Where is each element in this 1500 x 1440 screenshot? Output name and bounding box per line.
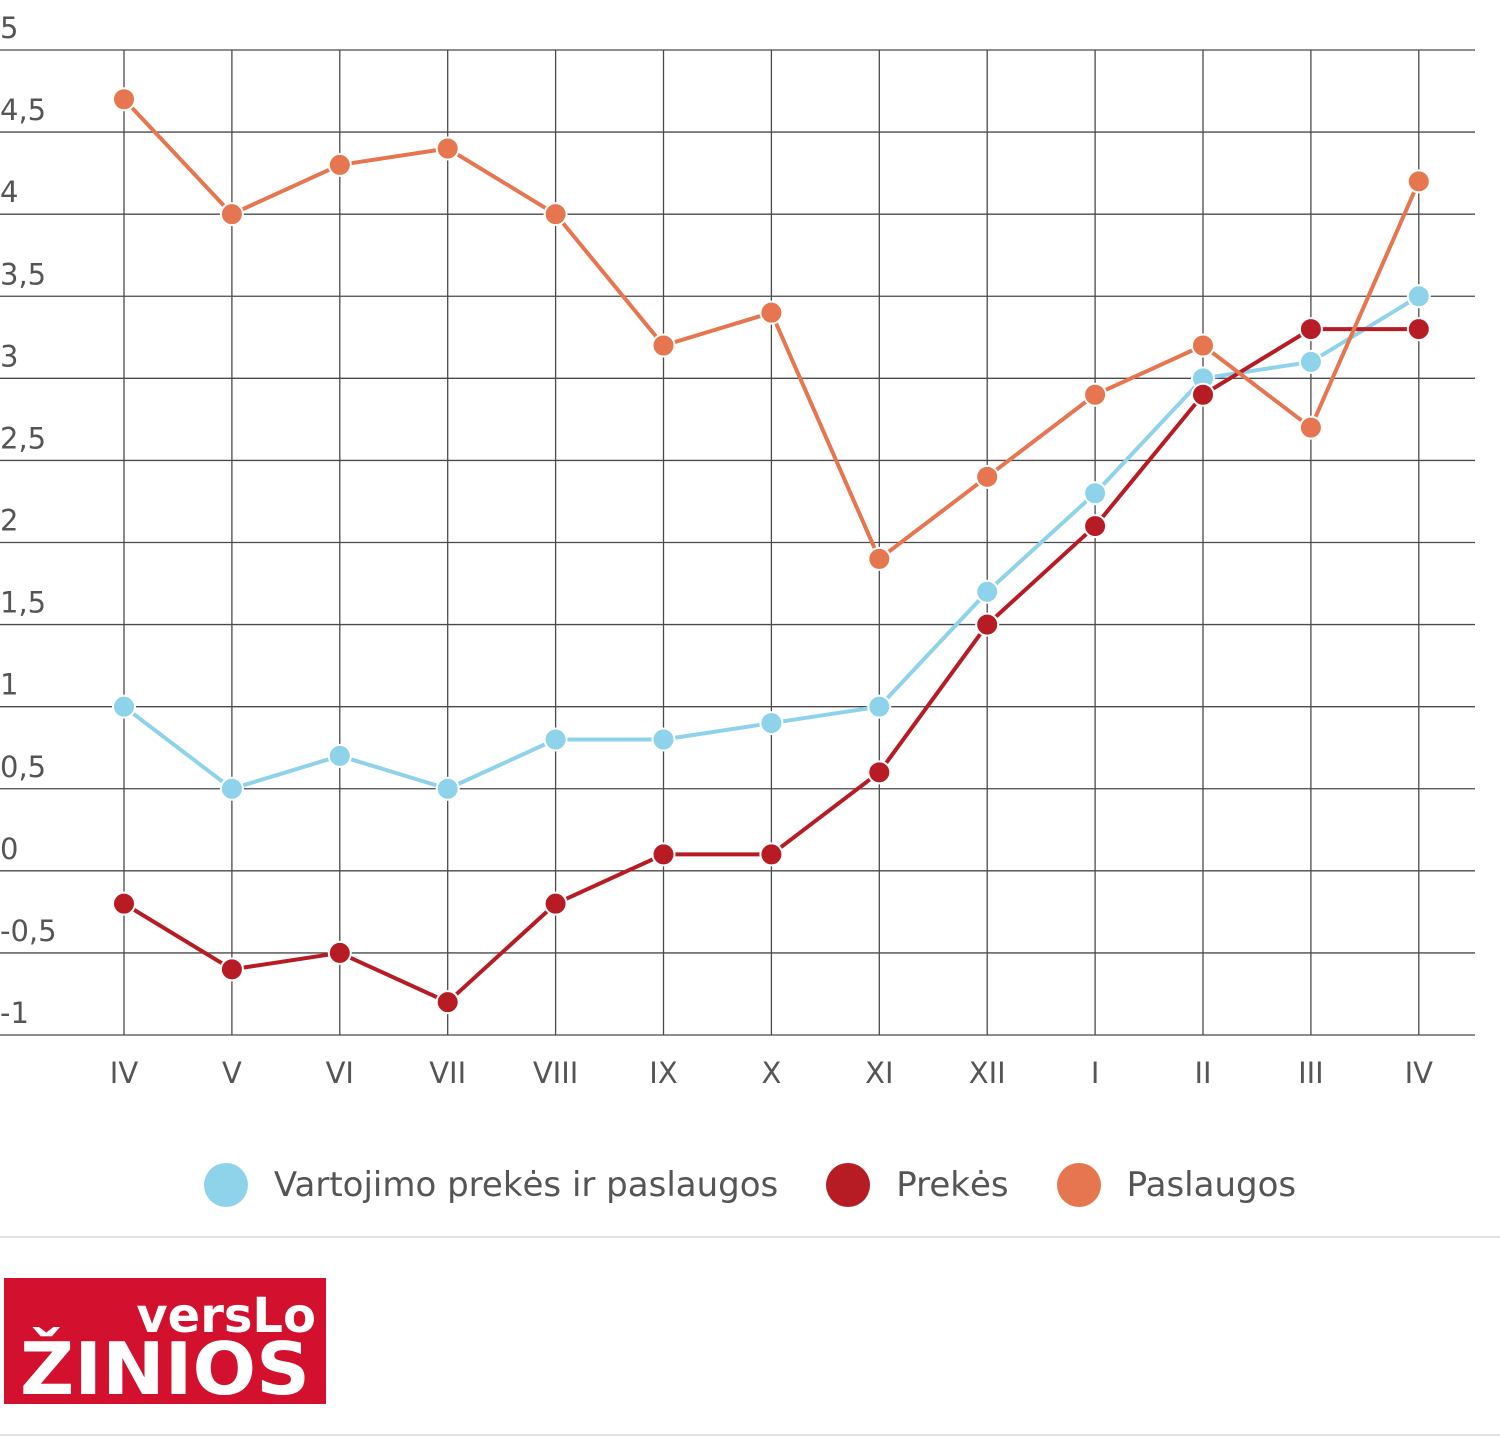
data-point-0-6[interactable] bbox=[759, 711, 784, 736]
y-tick-label: 4,5 bbox=[0, 93, 46, 127]
verslo-zinios-logo: versLo ŽINIOS bbox=[4, 1278, 326, 1404]
y-tick-label: -0,5 bbox=[0, 914, 57, 948]
x-tick-label: VI bbox=[326, 1056, 354, 1090]
data-point-2-9[interactable] bbox=[1083, 382, 1108, 407]
x-tick-label: V bbox=[222, 1056, 242, 1090]
data-point-1-9[interactable] bbox=[1083, 514, 1108, 539]
data-point-2-10[interactable] bbox=[1191, 333, 1215, 358]
data-point-2-4[interactable] bbox=[543, 202, 568, 227]
data-point-0-12[interactable] bbox=[1406, 284, 1431, 309]
data-point-2-2[interactable] bbox=[327, 152, 352, 177]
data-point-1-8[interactable] bbox=[975, 612, 1000, 637]
x-tick-label: VII bbox=[429, 1056, 466, 1090]
x-tick-label: X bbox=[761, 1056, 781, 1090]
legend-swatch-0 bbox=[203, 1163, 248, 1207]
y-tick-label: 0,5 bbox=[0, 750, 46, 784]
data-point-2-3[interactable] bbox=[435, 136, 460, 161]
data-point-2-7[interactable] bbox=[867, 546, 892, 571]
data-point-0-5[interactable] bbox=[651, 727, 676, 752]
series-2 bbox=[112, 87, 1431, 571]
y-tick-label: 4 bbox=[0, 175, 18, 209]
data-point-1-7[interactable] bbox=[867, 760, 892, 785]
y-tick-label: 2,5 bbox=[0, 421, 46, 455]
divider-bottom bbox=[0, 1434, 1500, 1436]
data-point-0-3[interactable] bbox=[435, 776, 460, 801]
data-point-0-11[interactable] bbox=[1298, 349, 1323, 374]
y-tick-label: 3 bbox=[0, 339, 18, 373]
data-point-1-10[interactable] bbox=[1191, 382, 1215, 407]
x-tick-label: VIII bbox=[533, 1056, 579, 1090]
y-tick-label: -1 bbox=[0, 996, 29, 1030]
data-point-2-12[interactable] bbox=[1406, 169, 1431, 194]
data-point-0-9[interactable] bbox=[1083, 481, 1108, 506]
data-point-1-1[interactable] bbox=[219, 957, 244, 982]
data-point-2-0[interactable] bbox=[112, 87, 136, 112]
x-tick-label: IV bbox=[110, 1056, 139, 1090]
y-tick-label: 3,5 bbox=[0, 257, 46, 291]
legend-item-1[interactable]: Prekės bbox=[826, 1163, 1009, 1207]
data-point-1-12[interactable] bbox=[1406, 317, 1431, 342]
data-point-0-7[interactable] bbox=[867, 694, 892, 719]
series-1 bbox=[112, 317, 1431, 1015]
data-point-1-6[interactable] bbox=[759, 842, 784, 867]
grid bbox=[0, 49, 1475, 1036]
data-point-1-0[interactable] bbox=[112, 891, 136, 916]
divider-top bbox=[0, 1236, 1500, 1238]
legend-label-0: Vartojimo prekės ir paslaugos bbox=[273, 1165, 779, 1205]
x-tick-label: II bbox=[1194, 1056, 1211, 1090]
legend-item-2[interactable]: Paslaugos bbox=[1056, 1163, 1297, 1207]
legend-label-2: Paslaugos bbox=[1126, 1165, 1297, 1205]
y-tick-label: 0 bbox=[0, 832, 18, 866]
data-point-0-0[interactable] bbox=[112, 694, 136, 719]
axis-ticks: -1 -0,5 0 0,5 1 1,5 2 2,5 3 3,5 4 4,5 5 IV V VI VII VIII I… bbox=[0, 11, 1433, 1090]
data-point-0-8[interactable] bbox=[975, 579, 1000, 604]
data-point-0-2[interactable] bbox=[327, 743, 352, 768]
logo-background bbox=[4, 1278, 326, 1404]
x-tick-label: I bbox=[1091, 1056, 1100, 1090]
data-point-2-1[interactable] bbox=[219, 202, 244, 227]
y-tick-label: 1,5 bbox=[0, 586, 46, 620]
data-point-2-11[interactable] bbox=[1298, 415, 1323, 440]
series-0 bbox=[112, 284, 1431, 801]
data-point-1-4[interactable] bbox=[543, 891, 568, 916]
x-tick-label: IV bbox=[1405, 1056, 1434, 1090]
data-point-2-5[interactable] bbox=[651, 333, 676, 358]
data-point-1-3[interactable] bbox=[435, 990, 460, 1015]
y-tick-label: 2 bbox=[0, 504, 18, 538]
legend-swatch-2 bbox=[1056, 1163, 1101, 1207]
line-chart: -1 -0,5 0 0,5 1 1,5 2 2,5 3 3,5 4 4,5 5 IV V VI VII VIII I… bbox=[0, 11, 1475, 1090]
data-point-2-6[interactable] bbox=[759, 300, 784, 325]
series-lines bbox=[112, 87, 1431, 1015]
x-tick-label: IX bbox=[649, 1056, 677, 1090]
legend-item-0[interactable]: Vartojimo prekės ir paslaugos bbox=[203, 1163, 779, 1207]
legend-swatch-1 bbox=[826, 1163, 871, 1207]
logo-line1: versLo bbox=[136, 1288, 316, 1344]
logo-line2: ŽINIOS bbox=[20, 1327, 310, 1404]
data-point-0-4[interactable] bbox=[543, 727, 568, 752]
legend: Vartojimo prekės ir paslaugos Prekės Pas… bbox=[0, 1150, 1500, 1220]
data-point-1-11[interactable] bbox=[1298, 317, 1323, 342]
data-point-2-8[interactable] bbox=[975, 464, 1000, 489]
data-point-1-5[interactable] bbox=[651, 842, 676, 867]
x-tick-label: XI bbox=[865, 1056, 893, 1090]
x-tick-label: XII bbox=[969, 1056, 1006, 1090]
data-point-1-2[interactable] bbox=[327, 940, 352, 965]
x-tick-label: III bbox=[1298, 1056, 1324, 1090]
legend-label-1: Prekės bbox=[896, 1165, 1009, 1205]
data-point-0-1[interactable] bbox=[219, 776, 244, 801]
y-tick-label: 5 bbox=[0, 11, 18, 45]
y-tick-label: 1 bbox=[0, 668, 18, 702]
